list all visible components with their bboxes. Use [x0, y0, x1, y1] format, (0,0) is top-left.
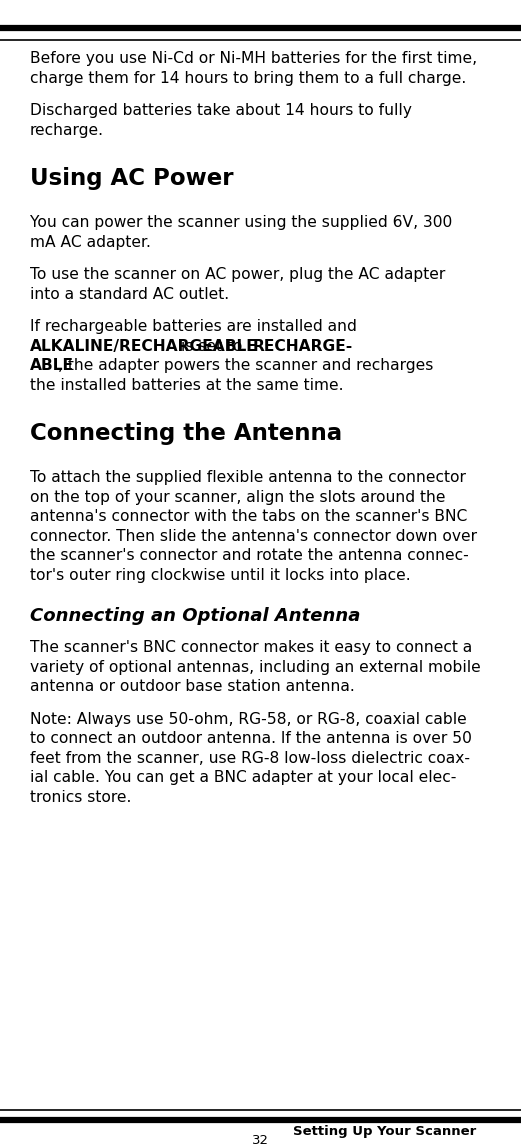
Text: antenna's connector with the tabs on the scanner's BNC: antenna's connector with the tabs on the…	[30, 509, 467, 523]
Text: Using AC Power: Using AC Power	[30, 166, 233, 191]
Text: variety of optional antennas, including an external mobile: variety of optional antennas, including …	[30, 660, 481, 675]
Text: , the adapter powers the scanner and recharges: , the adapter powers the scanner and rec…	[58, 358, 433, 373]
Text: tronics store.: tronics store.	[30, 790, 131, 805]
Text: To attach the supplied flexible antenna to the connector: To attach the supplied flexible antenna …	[30, 470, 466, 484]
Text: to connect an outdoor antenna. If the antenna is over 50: to connect an outdoor antenna. If the an…	[30, 731, 472, 746]
Text: ABLE: ABLE	[30, 358, 74, 373]
Text: connector. Then slide the antenna's connector down over: connector. Then slide the antenna's conn…	[30, 528, 477, 543]
Text: antenna or outdoor base station antenna.: antenna or outdoor base station antenna.	[30, 680, 355, 695]
Text: mA AC adapter.: mA AC adapter.	[30, 234, 151, 249]
Text: To use the scanner on AC power, plug the AC adapter: To use the scanner on AC power, plug the…	[30, 267, 445, 282]
Text: tor's outer ring clockwise until it locks into place.: tor's outer ring clockwise until it lock…	[30, 567, 411, 582]
Text: into a standard AC outlet.: into a standard AC outlet.	[30, 287, 229, 302]
Text: recharge.: recharge.	[30, 123, 104, 138]
Text: the scanner's connector and rotate the antenna connec-: the scanner's connector and rotate the a…	[30, 548, 469, 563]
Text: on the top of your scanner, align the slots around the: on the top of your scanner, align the sl…	[30, 489, 445, 504]
Text: 32: 32	[252, 1133, 268, 1147]
Text: ALKALINE/RECHARGEABLE: ALKALINE/RECHARGEABLE	[30, 339, 258, 354]
Text: Discharged batteries take about 14 hours to fully: Discharged batteries take about 14 hours…	[30, 103, 412, 118]
Text: feet from the scanner, use RG-8 low-loss dielectric coax-: feet from the scanner, use RG-8 low-loss…	[30, 751, 470, 766]
Text: Connecting the Antenna: Connecting the Antenna	[30, 422, 342, 445]
Text: Before you use Ni-Cd or Ni-MH batteries for the first time,: Before you use Ni-Cd or Ni-MH batteries …	[30, 51, 477, 65]
Text: ial cable. You can get a BNC adapter at your local elec-: ial cable. You can get a BNC adapter at …	[30, 770, 456, 785]
Text: Note: Always use 50-ohm, RG-58, or RG-8, coaxial cable: Note: Always use 50-ohm, RG-58, or RG-8,…	[30, 712, 467, 727]
Text: You can power the scanner using the supplied 6V, 300: You can power the scanner using the supp…	[30, 215, 452, 230]
Text: The scanner's BNC connector makes it easy to connect a: The scanner's BNC connector makes it eas…	[30, 641, 472, 656]
Text: Connecting an Optional Antenna: Connecting an Optional Antenna	[30, 607, 361, 625]
Text: If rechargeable batteries are installed and: If rechargeable batteries are installed …	[30, 319, 357, 334]
Text: Setting Up Your Scanner: Setting Up Your Scanner	[293, 1125, 477, 1138]
Text: charge them for 14 hours to bring them to a full charge.: charge them for 14 hours to bring them t…	[30, 70, 466, 85]
Text: RECHARGE-: RECHARGE-	[252, 339, 353, 354]
Text: the installed batteries at the same time.: the installed batteries at the same time…	[30, 378, 343, 393]
Text: is set to: is set to	[176, 339, 247, 354]
